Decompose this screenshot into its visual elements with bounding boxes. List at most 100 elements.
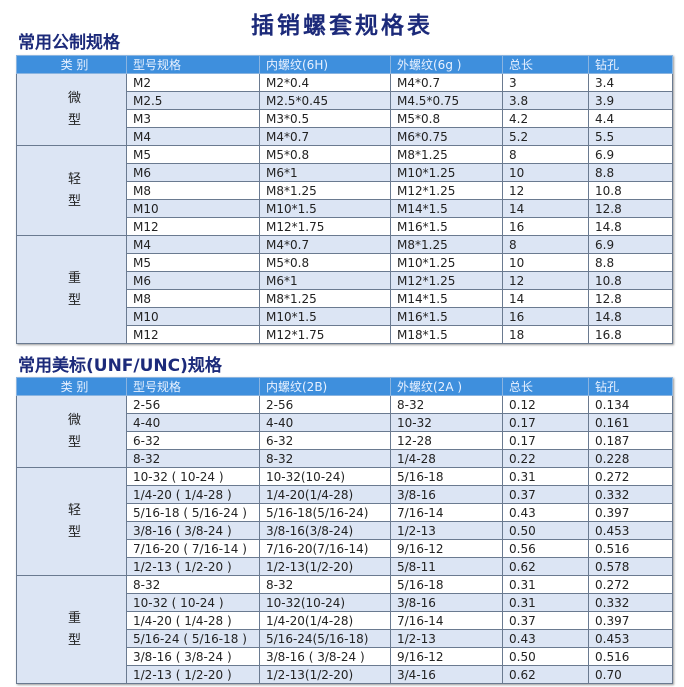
table-cell: 0.134 bbox=[588, 395, 673, 414]
table-cell: 5/8-11 bbox=[390, 557, 503, 576]
table-cell: 10-32 bbox=[390, 413, 503, 432]
table-cell: 3/4-16 bbox=[390, 665, 503, 684]
table-cell: 0.50 bbox=[502, 521, 589, 540]
table-cell: 0.453 bbox=[588, 629, 673, 648]
unified-spec-table: 类 别 型号规格 内螺纹(2B) 外螺纹(2A ) 总长 钻孔 微型 2-56 2-… bbox=[16, 377, 673, 684]
table-cell: 3/8-16 bbox=[390, 485, 503, 504]
category-cell: 轻型 bbox=[16, 467, 127, 576]
table-cell: 16.8 bbox=[588, 325, 673, 344]
table-cell: M10 bbox=[126, 199, 260, 218]
table-cell: M12*1.75 bbox=[259, 325, 391, 344]
table-cell: 5.2 bbox=[502, 127, 589, 146]
table-cell: 1/4-20(1/4-28) bbox=[259, 485, 391, 504]
table-cell: 8 bbox=[502, 235, 589, 254]
table-cell: 0.22 bbox=[502, 449, 589, 468]
category-char: 微 bbox=[67, 90, 81, 106]
table-cell: 0.50 bbox=[502, 647, 589, 666]
table-cell: 1/4-28 bbox=[390, 449, 503, 468]
table-cell: M8 bbox=[126, 289, 260, 308]
table-row: 3/8-16 ( 3/8-24 ) 3/8-16(3/8-24) 1/2-13 0.5… bbox=[17, 521, 673, 540]
table-cell: 7/16-20(7/16-14) bbox=[259, 539, 391, 558]
table-cell: 8-32 bbox=[390, 395, 503, 414]
table-cell: 0.161 bbox=[588, 413, 673, 432]
table-cell: 18 bbox=[502, 325, 589, 344]
table-cell: M4*0.7 bbox=[390, 73, 503, 92]
category-cell: 轻型 bbox=[16, 145, 127, 236]
col-header: 内螺纹(2B) bbox=[259, 377, 391, 396]
category-char: 型 bbox=[67, 632, 81, 648]
col-header: 外螺纹(6g ) bbox=[390, 55, 503, 74]
table-cell: 1/2-13(1/2-20) bbox=[259, 665, 391, 684]
table-row: 微型 2-56 2-56 8-32 0.12 0.134 bbox=[16, 395, 673, 468]
table-cell: 8 bbox=[502, 145, 589, 164]
category-char: 型 bbox=[67, 292, 81, 308]
table-cell: M12*1.75 bbox=[259, 217, 391, 236]
table-cell: 1/2-13 bbox=[390, 629, 503, 648]
table-cell: 8.8 bbox=[588, 163, 673, 182]
col-header: 型号规格 bbox=[126, 377, 260, 396]
col-header: 总长 bbox=[502, 55, 589, 74]
table-cell: 10-32 ( 10-24 ) bbox=[126, 467, 260, 486]
table-cell: 12.8 bbox=[588, 199, 673, 218]
table-row: M10 M10*1.5 M14*1.5 14 12.8 bbox=[17, 199, 673, 218]
table-cell: 10 bbox=[502, 253, 589, 272]
table-cell: 9/16-12 bbox=[390, 539, 503, 558]
table-cell: M6*1 bbox=[259, 271, 391, 290]
table-cell: 1/2-13 ( 1/2-20 ) bbox=[126, 665, 260, 684]
table-cell: 7/16-14 bbox=[390, 503, 503, 522]
table-cell: 1/4-20(1/4-28) bbox=[259, 611, 391, 630]
table-cell: 12-28 bbox=[390, 431, 503, 450]
table-cell: M5 bbox=[126, 253, 260, 272]
col-header: 型号规格 bbox=[126, 55, 260, 74]
table-cell: 3/8-16(3/8-24) bbox=[259, 521, 391, 540]
table-cell: 5/16-18(5/16-24) bbox=[259, 503, 391, 522]
table-cell: M4 bbox=[126, 127, 260, 146]
table-cell: 3.4 bbox=[588, 73, 673, 92]
table-cell: M12*1.25 bbox=[390, 181, 503, 200]
table-cell: M5*0.8 bbox=[390, 109, 503, 128]
table-row: 1/2-13 ( 1/2-20 ) 1/2-13(1/2-20) 3/4-16 0.6… bbox=[17, 665, 673, 684]
table-cell: 4.4 bbox=[588, 109, 673, 128]
table-cell: 1/4-20 ( 1/4-28 ) bbox=[126, 611, 260, 630]
col-header: 钻孔 bbox=[588, 377, 673, 396]
table-row: M6 M6*1 M10*1.25 10 8.8 bbox=[17, 163, 673, 182]
table-cell: M8 bbox=[126, 181, 260, 200]
table-row: M12 M12*1.75 M18*1.5 18 16.8 bbox=[17, 325, 673, 344]
table-row: 1/4-20 ( 1/4-28 ) 1/4-20(1/4-28) 7/16-14 0.… bbox=[17, 611, 673, 630]
table-cell: 1/2-13 ( 1/2-20 ) bbox=[126, 557, 260, 576]
table-cell: 0.17 bbox=[502, 413, 589, 432]
table-cell: 8-32 bbox=[126, 449, 260, 468]
table-cell: 5/16-24 ( 5/16-18 ) bbox=[126, 629, 260, 648]
category-char: 型 bbox=[67, 524, 81, 540]
table-cell: 5/16-24(5/16-18) bbox=[259, 629, 391, 648]
table-cell: 10.8 bbox=[588, 181, 673, 200]
table-cell: 0.43 bbox=[502, 629, 589, 648]
table-cell: 0.516 bbox=[588, 647, 673, 666]
table-row: 1/2-13 ( 1/2-20 ) 1/2-13(1/2-20) 5/8-11 0.6… bbox=[17, 557, 673, 576]
table-cell: 12 bbox=[502, 181, 589, 200]
category-char: 重 bbox=[67, 270, 81, 286]
table-cell: 14 bbox=[502, 289, 589, 308]
table-cell: 10-32(10-24) bbox=[259, 593, 391, 612]
table-cell: M6*0.75 bbox=[390, 127, 503, 146]
table-cell: 0.31 bbox=[502, 575, 589, 594]
col-header: 内螺纹(6H) bbox=[259, 55, 391, 74]
table-cell: M10*1.25 bbox=[390, 253, 503, 272]
table-row: M2.5 M2.5*0.45 M4.5*0.75 3.8 3.9 bbox=[17, 91, 673, 110]
table-cell: 5/16-18 ( 5/16-24 ) bbox=[126, 503, 260, 522]
table-cell: 2-56 bbox=[259, 395, 391, 414]
table-cell: M8*1.25 bbox=[259, 181, 391, 200]
table-cell: M2 bbox=[126, 73, 260, 92]
table-cell: M4 bbox=[126, 235, 260, 254]
table-cell: 5/16-18 bbox=[390, 575, 503, 594]
table-cell: 3/8-16 ( 3/8-24 ) bbox=[126, 647, 260, 666]
table-cell: 10.8 bbox=[588, 271, 673, 290]
table-cell: 12.8 bbox=[588, 289, 673, 308]
table-cell: 0.516 bbox=[588, 539, 673, 558]
metric-heading: 常用公制规格 bbox=[18, 33, 120, 53]
category-cell: 重型 bbox=[16, 235, 127, 344]
table-cell: M14*1.5 bbox=[390, 289, 503, 308]
table-cell: 3.9 bbox=[588, 91, 673, 110]
table-cell: M5*0.8 bbox=[259, 145, 391, 164]
table-cell: 0.578 bbox=[588, 557, 673, 576]
